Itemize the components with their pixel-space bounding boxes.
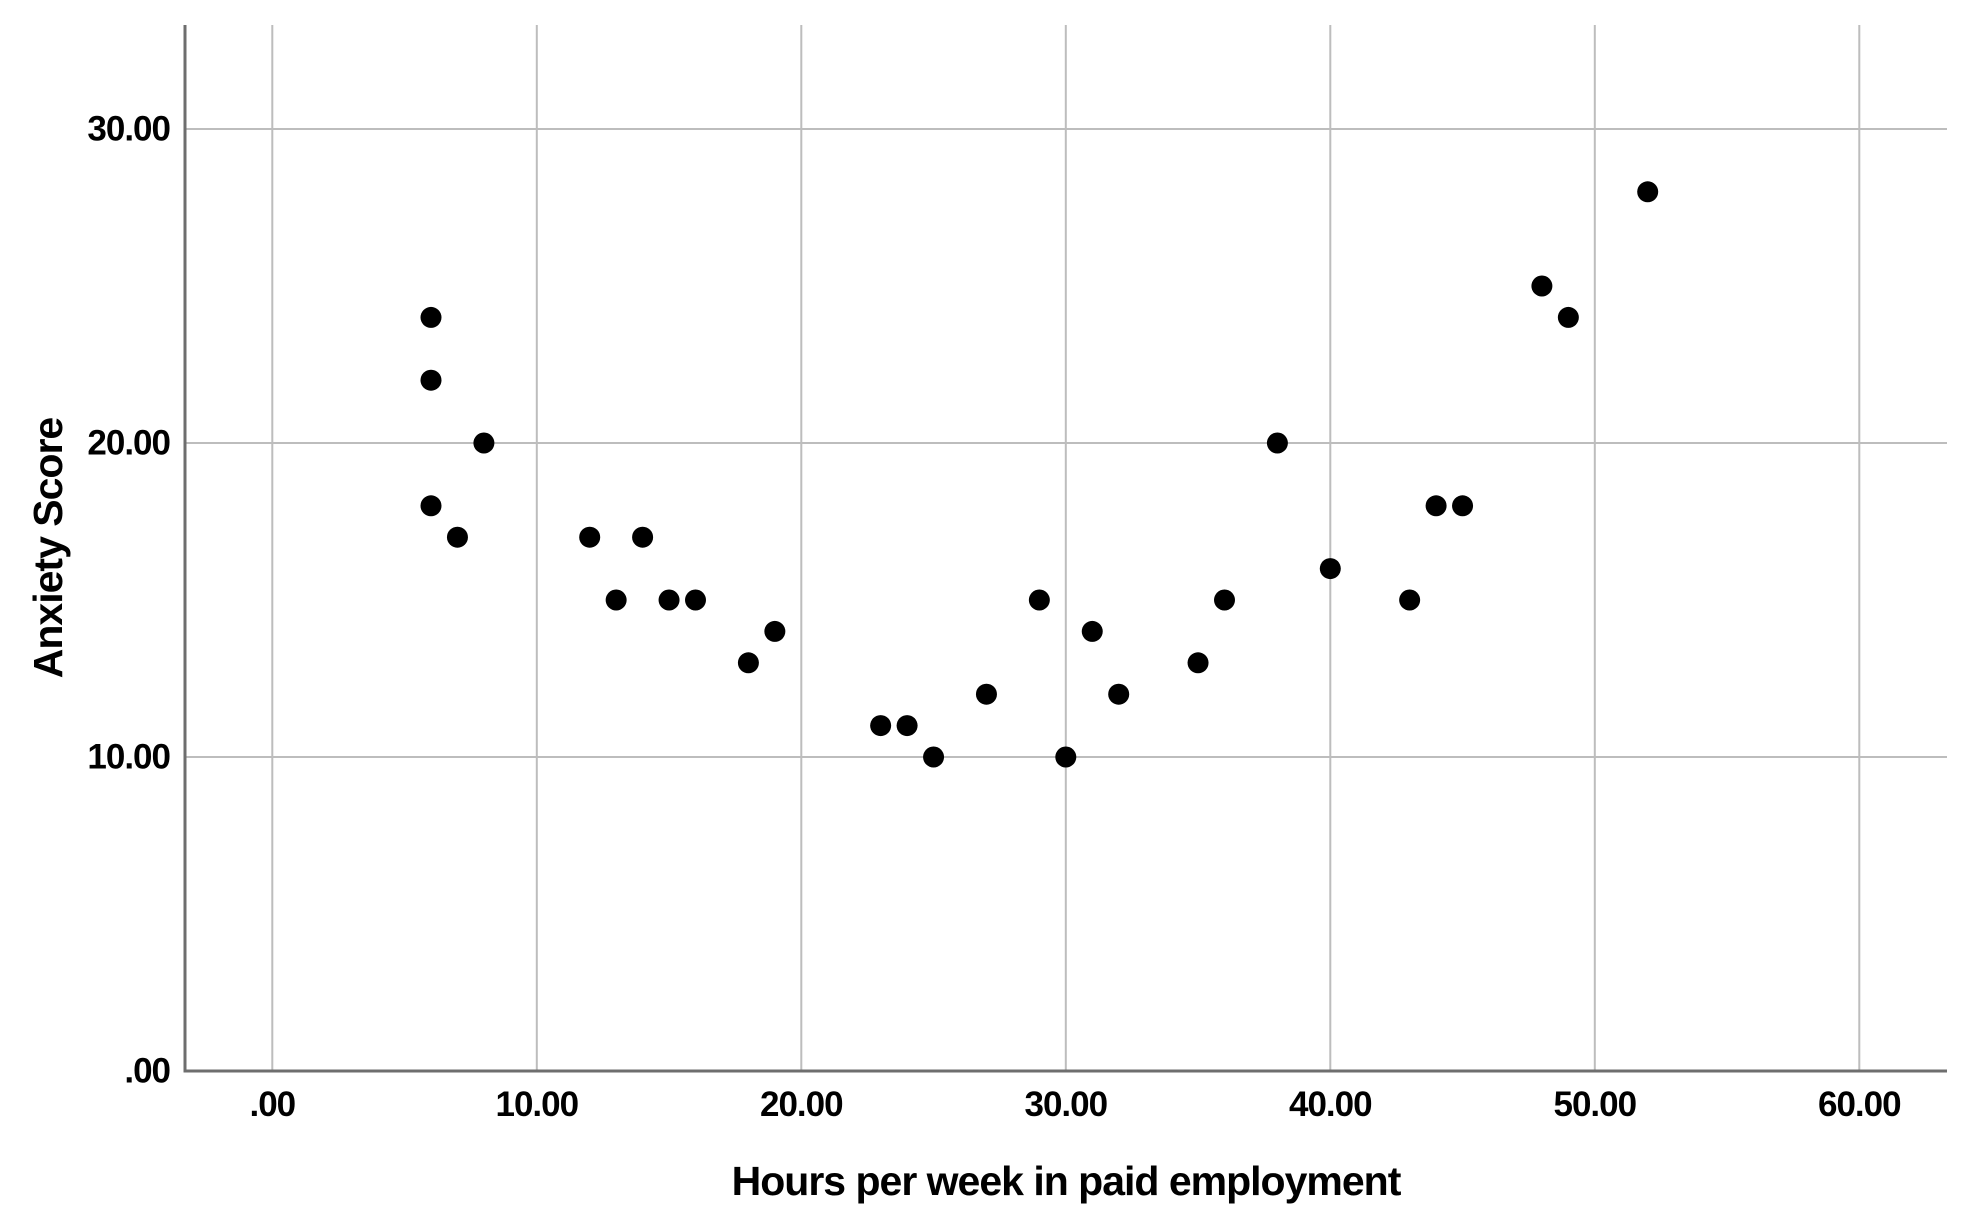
y-axis-title: Anxiety Score bbox=[25, 417, 71, 679]
data-point bbox=[1266, 432, 1288, 454]
data-point bbox=[737, 652, 759, 674]
data-point bbox=[1055, 746, 1077, 768]
data-point bbox=[632, 526, 654, 548]
data-point bbox=[420, 369, 442, 391]
x-tick-label: .00 bbox=[249, 1085, 295, 1124]
y-tick-label: 30.00 bbox=[87, 110, 170, 149]
data-point bbox=[420, 495, 442, 517]
data-point bbox=[764, 620, 786, 642]
data-point bbox=[658, 589, 680, 611]
data-point bbox=[975, 683, 997, 705]
data-point bbox=[896, 715, 918, 737]
x-tick-label: 50.00 bbox=[1554, 1085, 1637, 1124]
x-axis-title: Hours per week in paid employment bbox=[731, 1158, 1402, 1204]
y-tick-label: 10.00 bbox=[87, 738, 170, 777]
y-tick-label: .00 bbox=[124, 1052, 170, 1091]
x-tick-label: 40.00 bbox=[1289, 1085, 1372, 1124]
data-point bbox=[1108, 683, 1130, 705]
x-tick-label: 60.00 bbox=[1818, 1085, 1901, 1124]
data-point bbox=[1425, 495, 1447, 517]
data-point bbox=[605, 589, 627, 611]
data-point bbox=[1214, 589, 1235, 611]
data-point bbox=[923, 746, 945, 768]
data-point bbox=[1319, 558, 1341, 580]
x-tick-label: 20.00 bbox=[760, 1085, 843, 1124]
data-point bbox=[1399, 589, 1421, 611]
y-tick-label: 20.00 bbox=[87, 424, 170, 463]
data-point bbox=[870, 715, 892, 737]
data-point bbox=[1531, 275, 1553, 297]
data-point bbox=[1028, 589, 1050, 611]
x-tick-label: 30.00 bbox=[1025, 1085, 1108, 1124]
data-point bbox=[1557, 306, 1579, 328]
data-point bbox=[1187, 652, 1209, 674]
x-tick-label: 10.00 bbox=[496, 1085, 579, 1124]
data-point bbox=[1081, 620, 1103, 642]
data-point bbox=[1637, 181, 1659, 203]
data-point bbox=[685, 589, 706, 611]
data-point bbox=[446, 526, 468, 548]
data-point bbox=[473, 432, 495, 454]
data-point bbox=[420, 306, 442, 328]
data-point bbox=[1452, 495, 1474, 517]
data-point bbox=[579, 526, 601, 548]
